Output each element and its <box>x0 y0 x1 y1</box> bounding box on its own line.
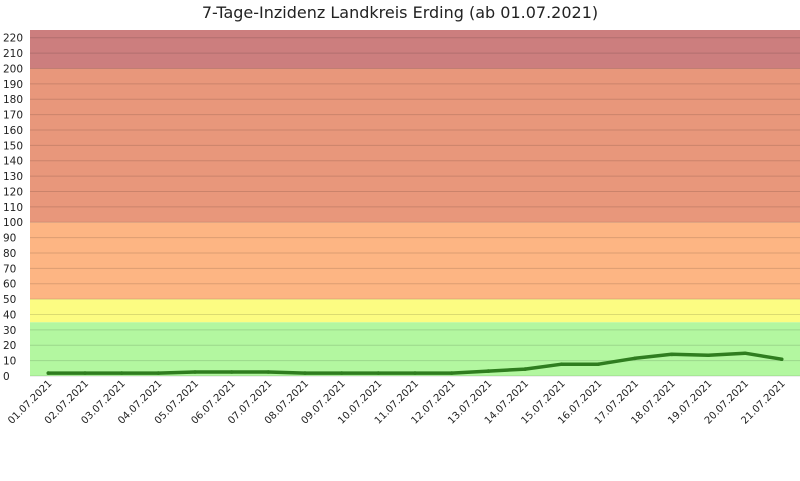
band-3 <box>30 68 800 223</box>
y-tick-label: 180 <box>3 94 23 106</box>
y-axis: 0 10 20 30 40 50 60 70 80 90 100 110 120 130 140 150 160… <box>3 33 23 383</box>
y-tick-label: 70 <box>3 263 16 275</box>
data-point <box>559 362 564 366</box>
y-tick-label: 190 <box>3 79 23 91</box>
data-point <box>743 351 747 356</box>
band-1 <box>30 299 800 323</box>
data-point <box>156 371 161 375</box>
y-tick-label: 220 <box>3 33 23 45</box>
data-point <box>376 371 381 375</box>
incidence-bands <box>30 30 800 376</box>
y-tick-label: 200 <box>3 63 23 75</box>
y-tick-label: 60 <box>3 279 16 291</box>
data-point <box>523 367 527 371</box>
data-point <box>669 352 674 357</box>
y-tick-label: 140 <box>3 156 23 168</box>
y-tick-label: 10 <box>3 356 16 368</box>
band-0 <box>30 322 800 376</box>
y-tick-label: 80 <box>3 248 16 260</box>
data-point <box>83 371 87 375</box>
y-tick-label: 30 <box>3 325 16 337</box>
data-point <box>266 370 271 374</box>
data-point <box>596 362 601 366</box>
data-point <box>229 370 234 374</box>
y-tick-label: 50 <box>3 294 16 306</box>
y-tick-label: 150 <box>3 140 23 152</box>
data-point <box>193 370 197 374</box>
y-tick-label: 210 <box>3 48 23 60</box>
y-tick-label: 0 <box>3 371 10 383</box>
y-tick-label: 130 <box>3 171 23 183</box>
gridlines <box>30 37 800 377</box>
data-point <box>303 371 307 375</box>
data-point <box>449 371 454 375</box>
band-2 <box>30 222 800 300</box>
y-tick-label: 120 <box>3 186 23 198</box>
band-4 <box>30 30 800 69</box>
y-tick-label: 170 <box>3 110 23 122</box>
data-point <box>119 371 124 375</box>
y-tick-label: 90 <box>3 233 16 245</box>
y-tick-label: 110 <box>3 202 23 214</box>
data-point <box>486 369 491 373</box>
data-point <box>413 371 417 375</box>
data-point <box>46 371 51 375</box>
chart-title: 7-Tage-Inzidenz Landkreis Erding (ab 01.… <box>201 3 599 22</box>
data-point <box>339 371 344 375</box>
y-tick-label: 20 <box>3 340 16 352</box>
data-point <box>706 353 711 358</box>
y-tick-label: 160 <box>3 125 23 137</box>
x-axis: 01.07.202102.07.202103.07.202104.07.2021… <box>6 378 788 426</box>
data-point <box>779 357 784 362</box>
y-tick-label: 100 <box>3 217 23 229</box>
series-layer <box>46 351 784 375</box>
y-tick-label: 40 <box>3 309 16 321</box>
data-point <box>633 356 637 361</box>
